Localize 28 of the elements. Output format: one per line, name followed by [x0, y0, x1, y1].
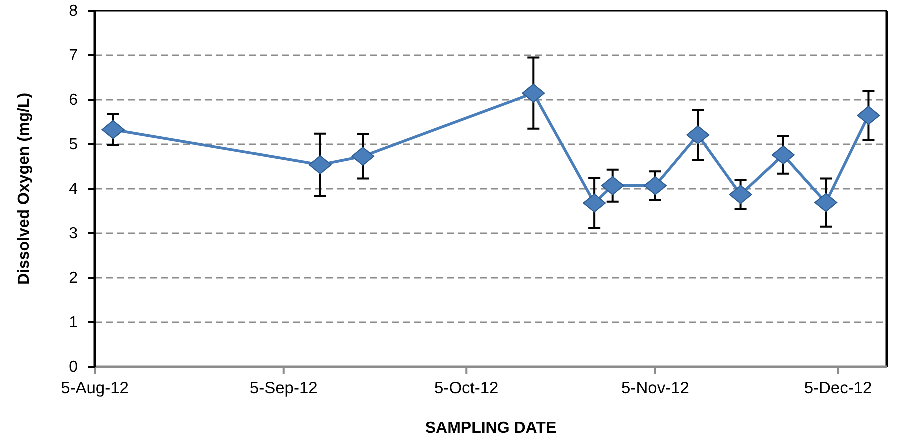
- point: [102, 120, 125, 140]
- x-tick-label: 5-Nov-12: [622, 380, 690, 398]
- point: [644, 176, 667, 196]
- x-tick-label: 5-Dec-12: [804, 380, 872, 398]
- y-tick-label: 6: [69, 92, 78, 110]
- x-tick-label: 5-Oct-12: [434, 380, 499, 398]
- point: [583, 194, 606, 213]
- y-tick-label: 2: [69, 270, 78, 288]
- y-tick-label: 5: [69, 136, 78, 154]
- point: [857, 106, 880, 126]
- x-axis-title: SAMPLING DATE: [425, 420, 557, 436]
- y-axis-title: Dissolved Oxygen (mg/L): [16, 92, 33, 286]
- y-tick-label: 7: [69, 48, 78, 65]
- y-tick-label: 4: [69, 181, 78, 198]
- point: [729, 185, 752, 204]
- point: [601, 176, 624, 196]
- point: [686, 126, 710, 145]
- x-tick-label: 5-Sep-12: [250, 380, 318, 398]
- point: [522, 84, 546, 103]
- x-tick-label: 5-Aug-12: [61, 380, 129, 398]
- point: [308, 155, 332, 174]
- y-tick-label: 3: [69, 226, 78, 243]
- point: [352, 147, 375, 166]
- point: [772, 146, 795, 165]
- y-tick-label: 1: [69, 314, 78, 332]
- y-tick-label: 8: [69, 3, 78, 20]
- point: [814, 193, 838, 212]
- y-tick-label: 0: [69, 359, 78, 376]
